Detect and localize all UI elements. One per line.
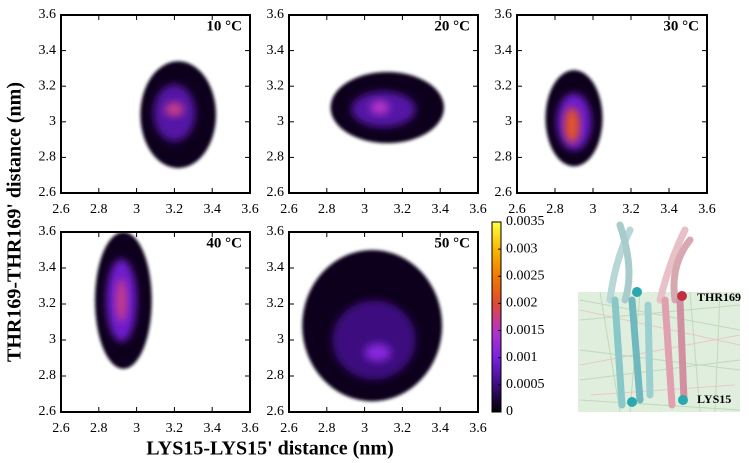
y-tick-label: 3.2: [267, 78, 285, 93]
inset-label: THR169: [697, 290, 741, 304]
y-tick-label: 3.2: [39, 78, 57, 93]
x-tick-label: 3.2: [622, 202, 640, 217]
density-region: [564, 107, 580, 144]
x-tick-label: 2.6: [508, 202, 526, 217]
y-tick-label: 3.4: [39, 43, 57, 58]
panel-label: 30 °C: [663, 18, 699, 34]
y-tick-label: 3.6: [39, 7, 57, 22]
y-tick-label: 3.4: [267, 260, 285, 275]
colorbar-tick-label: 0.003: [506, 241, 538, 256]
y-tick-label: 2.8: [267, 368, 285, 383]
x-tick-label: 2.8: [90, 202, 108, 217]
density-region: [364, 343, 392, 362]
y-tick-label: 2.8: [495, 150, 513, 165]
y-tick-label: 3.4: [267, 43, 285, 58]
x-tick-label: 3.2: [394, 202, 412, 217]
inset-image: [578, 214, 740, 440]
plot-frame: [60, 14, 251, 194]
x-tick-label: 3.4: [431, 202, 449, 217]
panel-label: 50 °C: [434, 235, 470, 251]
density-region: [332, 300, 416, 380]
x-tick-label: 3.6: [698, 202, 716, 217]
colorbar: [491, 221, 502, 413]
y-tick-label: 3: [505, 114, 512, 129]
y-tick-label: 3: [277, 114, 284, 129]
y-tick-label: 3: [49, 114, 56, 129]
x-tick-label: 3.2: [394, 421, 412, 436]
x-tick-label: 2.6: [280, 421, 298, 436]
x-tick-label: 3.4: [203, 421, 221, 436]
x-tick-label: 3.6: [469, 202, 487, 217]
x-tick-label: 3: [133, 421, 140, 436]
y-axis-label: THR169-THR169' distance (nm): [4, 82, 26, 362]
x-tick-label: 3.6: [469, 421, 487, 436]
y-tick-label: 3: [277, 332, 284, 347]
x-tick-label: 2.8: [318, 202, 336, 217]
y-tick-label: 2.8: [39, 150, 57, 165]
x-axis-label: LYS15-LYS15' distance (nm): [146, 438, 393, 460]
heatmap: [95, 232, 152, 369]
y-tick-label: 2.6: [267, 185, 285, 200]
x-tick-label: 2.6: [52, 202, 70, 217]
x-tick-label: 3.4: [660, 202, 678, 217]
y-tick-label: 3.6: [39, 224, 57, 239]
plot-frame: [288, 14, 479, 194]
y-tick-label: 3.6: [267, 224, 285, 239]
heatmap: [545, 70, 603, 167]
y-tick-label: 3.2: [495, 78, 513, 93]
x-tick-label: 3.4: [431, 421, 449, 436]
heatmap: [330, 71, 444, 144]
colorbar-tick-label: 0: [506, 404, 513, 419]
colorbar-tick-label: 0.0015: [506, 323, 545, 338]
plot-frame: [60, 231, 251, 413]
colorbar-tick-label: 0.0025: [506, 269, 545, 284]
x-tick-label: 3.2: [166, 421, 184, 436]
colorbar-tick-label: 0.001: [506, 350, 538, 365]
heatmap: [302, 250, 443, 402]
density-region: [370, 100, 390, 115]
y-tick-label: 2.6: [267, 404, 285, 419]
x-tick-label: 2.6: [280, 202, 298, 217]
x-tick-label: 3: [361, 202, 368, 217]
plot-frame: [516, 14, 708, 194]
x-tick-label: 3.6: [241, 421, 259, 436]
x-tick-label: 3: [590, 202, 597, 217]
y-tick-label: 3.2: [267, 296, 285, 311]
x-tick-label: 3.4: [203, 202, 221, 217]
y-tick-label: 2.6: [495, 185, 513, 200]
y-tick-label: 2.8: [39, 368, 57, 383]
panel-label: 10 °C: [206, 18, 242, 34]
x-tick-label: 2.8: [318, 421, 336, 436]
x-tick-label: 3.2: [166, 202, 184, 217]
x-tick-label: 2.8: [546, 202, 564, 217]
y-tick-label: 3.6: [495, 7, 513, 22]
y-tick-label: 2.6: [39, 185, 57, 200]
x-tick-label: 3: [361, 421, 368, 436]
density-region: [164, 102, 184, 117]
y-tick-label: 3.4: [39, 260, 57, 275]
y-tick-label: 3.2: [39, 296, 57, 311]
x-tick-label: 3.6: [241, 202, 259, 217]
y-tick-label: 2.6: [39, 404, 57, 419]
colorbar-tick-label: 0.0005: [506, 377, 545, 392]
x-tick-label: 2.8: [90, 421, 108, 436]
panel-label: 40 °C: [206, 235, 242, 251]
density-region: [115, 278, 128, 322]
colorbar-tick-label: 0.002: [506, 296, 538, 311]
inset-label: LYS15: [697, 392, 731, 406]
heatmap: [140, 61, 216, 169]
y-tick-label: 3: [49, 332, 56, 347]
y-tick-label: 3.4: [495, 43, 513, 58]
x-tick-label: 2.6: [52, 421, 70, 436]
plot-frame: [288, 231, 479, 413]
x-tick-label: 3: [133, 202, 140, 217]
panel-label: 20 °C: [434, 18, 470, 34]
y-tick-label: 3.6: [267, 7, 285, 22]
colorbar-tick-label: 0.0035: [506, 214, 545, 229]
y-tick-label: 2.8: [267, 150, 285, 165]
